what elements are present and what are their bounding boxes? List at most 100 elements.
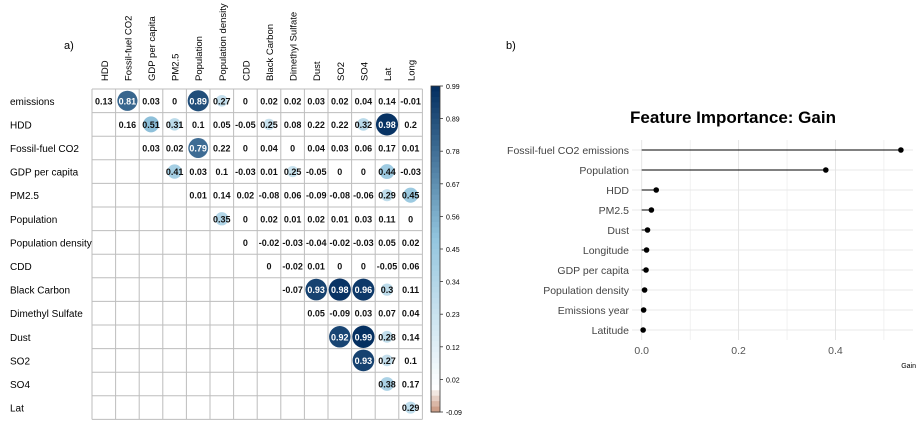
corr-value: 0	[266, 262, 271, 272]
colorbar-segment	[431, 91, 440, 98]
corr-circle	[329, 326, 351, 348]
corr-value: 0.25	[284, 167, 302, 177]
colorbar-tick-label: 0.12	[446, 345, 460, 352]
corr-value: 0.99	[355, 332, 373, 342]
corr-value: 0.01	[331, 214, 349, 224]
row-label: SO2	[10, 356, 30, 367]
row-label: Population density	[10, 238, 92, 249]
corr-value: -0.01	[400, 96, 421, 106]
colorbar-segment	[431, 238, 440, 245]
corr-value: 0.02	[402, 238, 420, 248]
corr-value: 0.02	[331, 96, 349, 106]
corr-value: 0.35	[213, 214, 231, 224]
corr-value: 0.32	[355, 120, 373, 130]
corr-value: 0.11	[402, 285, 419, 295]
corr-circle	[403, 187, 419, 203]
corr-value: 0.05	[307, 309, 325, 319]
corr-value: 0	[408, 214, 413, 224]
corr-value: 0.28	[378, 332, 396, 342]
panel-b-label: b)	[506, 40, 516, 52]
colorbar-segment	[431, 96, 440, 103]
category-label: Fossil-fuel CO2 emissions	[507, 145, 629, 157]
corr-circle	[287, 166, 299, 178]
colorbar-segment	[431, 232, 440, 239]
colorbar-segment	[431, 113, 440, 120]
corr-value: 0.98	[378, 120, 396, 130]
col-label: Dust	[312, 61, 323, 81]
category-label: Dust	[607, 225, 629, 237]
corr-value: 0.02	[307, 214, 325, 224]
corr-value: 0.14	[378, 96, 396, 106]
corr-circle	[215, 212, 229, 226]
corr-value: 0.01	[260, 167, 278, 177]
corr-circle	[380, 283, 394, 296]
corr-value: 0.11	[378, 214, 395, 224]
colorbar-segment	[431, 243, 440, 250]
lollipop-point	[653, 187, 660, 193]
corr-value: 0.01	[307, 262, 325, 272]
corr-value: 0.13	[95, 96, 113, 106]
colorbar-segment	[431, 156, 440, 163]
corr-value: 0.02	[237, 191, 255, 201]
lollipop-point	[644, 227, 651, 233]
corr-value: 0.96	[355, 285, 373, 295]
x-tick-label: 0.0	[634, 345, 649, 357]
colorbar-segment	[431, 292, 440, 299]
corr-value: 0.04	[307, 144, 325, 154]
corr-value: 0.29	[402, 403, 420, 413]
row-label: Dimethyl Sulfate	[10, 309, 83, 320]
colorbar-tick-label: 0.23	[446, 312, 460, 319]
category-label: GDP per capita	[557, 265, 629, 277]
x-axis-label: Gain	[901, 363, 916, 370]
col-label: GDP per capita	[147, 16, 158, 81]
corr-circle	[381, 354, 393, 367]
corr-value: 0.06	[284, 191, 302, 201]
corr-circle	[380, 377, 394, 391]
corr-value: -0.05	[235, 120, 256, 130]
lollipop-point	[641, 287, 648, 293]
corr-circle	[352, 325, 375, 348]
col-label: HDD	[100, 60, 111, 81]
corr-value: 0.02	[166, 144, 184, 154]
corr-circle	[168, 118, 181, 131]
corr-value: 0.22	[213, 144, 231, 154]
corr-circle	[352, 349, 375, 372]
colorbar-segment	[431, 281, 440, 288]
corr-circle	[187, 90, 209, 112]
corr-value: 0	[243, 214, 248, 224]
colorbar-segment	[431, 205, 440, 212]
corr-circle	[188, 138, 209, 158]
corr-value: 0.03	[355, 309, 373, 319]
corr-circle	[305, 278, 328, 301]
panel-a-label: a)	[64, 40, 74, 52]
corr-value: 0.05	[378, 238, 396, 248]
colorbar-segment	[431, 330, 440, 337]
corr-value: -0.03	[282, 238, 303, 248]
colorbar-segment	[431, 373, 440, 380]
corr-circle	[263, 118, 275, 130]
corr-value: 0.14	[213, 191, 231, 201]
colorbar-segment	[431, 134, 440, 141]
colorbar-segment	[431, 118, 440, 125]
row-label: emissions	[10, 97, 54, 108]
colorbar-segment	[431, 194, 440, 201]
colorbar-segment	[431, 210, 440, 217]
row-label: GDP per capita	[10, 168, 79, 179]
colorbar-segment	[431, 352, 440, 359]
corr-value: 0.02	[260, 96, 278, 106]
colorbar-segment	[431, 86, 440, 93]
corr-value: 0.79	[189, 144, 207, 154]
col-label: PM2.5	[171, 54, 182, 81]
colorbar-segment	[431, 406, 440, 413]
corr-value: -0.02	[330, 238, 351, 248]
col-label: CDD	[241, 60, 252, 81]
category-label: Population density	[543, 285, 630, 297]
corr-circle	[381, 330, 393, 343]
colorbar-segment	[431, 200, 440, 207]
corr-circle	[375, 113, 399, 136]
corr-value: 0.08	[284, 120, 302, 130]
corr-value: 0.03	[331, 144, 349, 154]
category-label: Population	[579, 165, 629, 177]
category-label: Emissions year	[558, 305, 630, 317]
